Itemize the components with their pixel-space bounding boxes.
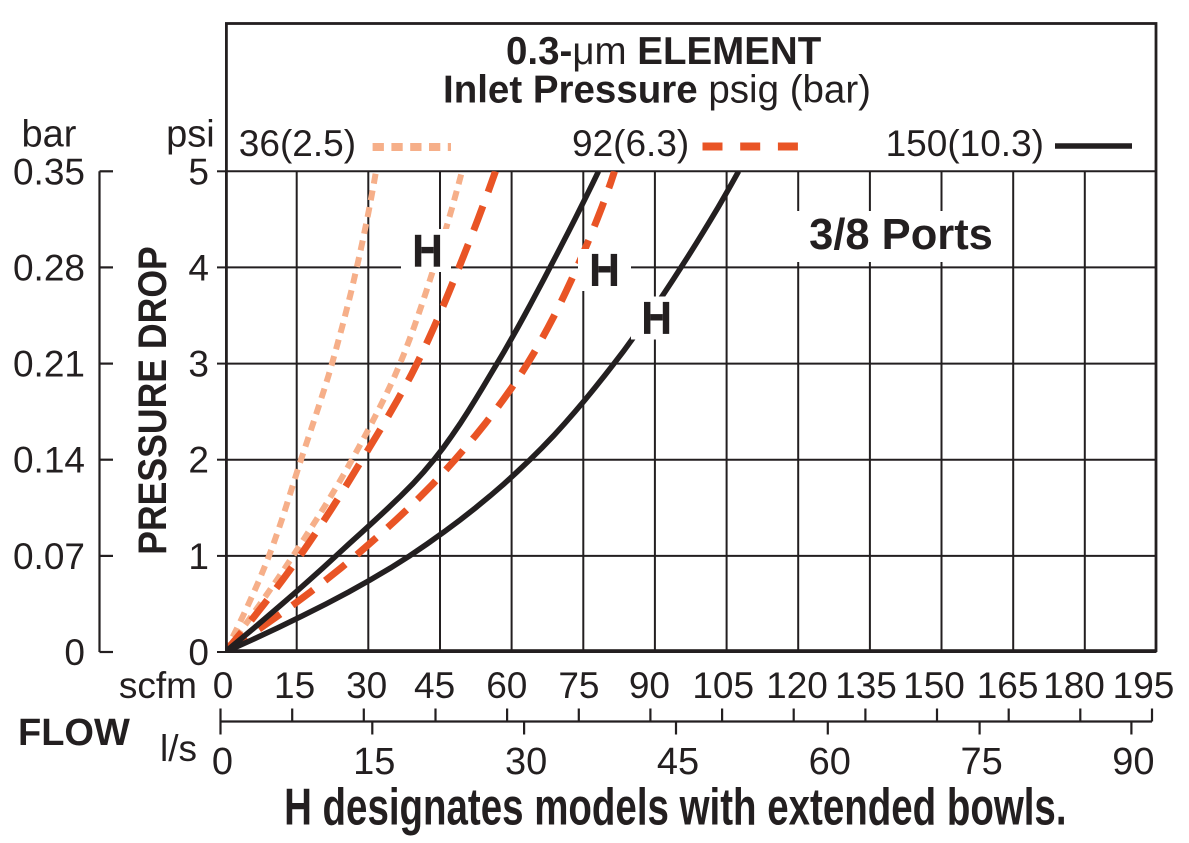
- svg-text:0: 0: [213, 665, 234, 706]
- svg-text:0.3-μm ELEMENT: 0.3-μm ELEMENT: [506, 30, 822, 73]
- svg-text:75: 75: [960, 741, 1002, 783]
- svg-text:120: 120: [766, 665, 828, 706]
- svg-text:30: 30: [505, 741, 547, 783]
- svg-text:105: 105: [692, 665, 754, 706]
- svg-text:36(2.5): 36(2.5): [239, 123, 356, 164]
- svg-text:92(6.3): 92(6.3): [572, 123, 689, 164]
- svg-text:0: 0: [188, 632, 209, 673]
- svg-text:135: 135: [835, 665, 897, 706]
- svg-text:5: 5: [188, 151, 209, 192]
- svg-text:15: 15: [274, 665, 315, 706]
- svg-text:60: 60: [809, 741, 851, 783]
- svg-text:180: 180: [1043, 665, 1105, 706]
- svg-text:0.35: 0.35: [13, 151, 85, 192]
- svg-text:FLOW: FLOW: [18, 712, 130, 754]
- svg-text:psi: psi: [166, 113, 215, 155]
- svg-text:30: 30: [346, 665, 387, 706]
- svg-text:2: 2: [188, 440, 209, 481]
- svg-text:l/s: l/s: [160, 728, 197, 769]
- svg-text:15: 15: [353, 741, 395, 783]
- svg-text:0.28: 0.28: [13, 247, 85, 288]
- svg-text:0.07: 0.07: [13, 536, 85, 577]
- svg-text:75: 75: [558, 665, 599, 706]
- svg-text:scfm: scfm: [119, 665, 197, 706]
- svg-text:0.21: 0.21: [13, 344, 85, 385]
- svg-text:PRESSURE DROP: PRESSURE DROP: [131, 246, 175, 555]
- svg-text:165: 165: [977, 665, 1039, 706]
- svg-text:45: 45: [657, 741, 699, 783]
- svg-text:150(10.3): 150(10.3): [886, 123, 1044, 164]
- svg-text:Inlet Pressure psig (bar): Inlet Pressure psig (bar): [443, 68, 871, 111]
- svg-text:90: 90: [629, 665, 670, 706]
- svg-text:90: 90: [1112, 741, 1154, 783]
- svg-text:bar: bar: [21, 113, 76, 155]
- svg-text:195: 195: [1113, 665, 1175, 706]
- svg-text:1: 1: [188, 536, 209, 577]
- svg-text:0: 0: [212, 741, 233, 783]
- svg-text:H designates models with exten: H designates models with extended bowls.: [284, 778, 1066, 836]
- svg-text:3: 3: [188, 344, 209, 385]
- svg-text:0: 0: [64, 632, 85, 673]
- svg-text:3/8 Ports: 3/8 Ports: [809, 211, 993, 259]
- svg-text:45: 45: [414, 665, 455, 706]
- svg-text:4: 4: [188, 247, 209, 288]
- svg-text:150: 150: [903, 665, 965, 706]
- svg-text:0.14: 0.14: [13, 440, 85, 481]
- svg-text:60: 60: [486, 665, 527, 706]
